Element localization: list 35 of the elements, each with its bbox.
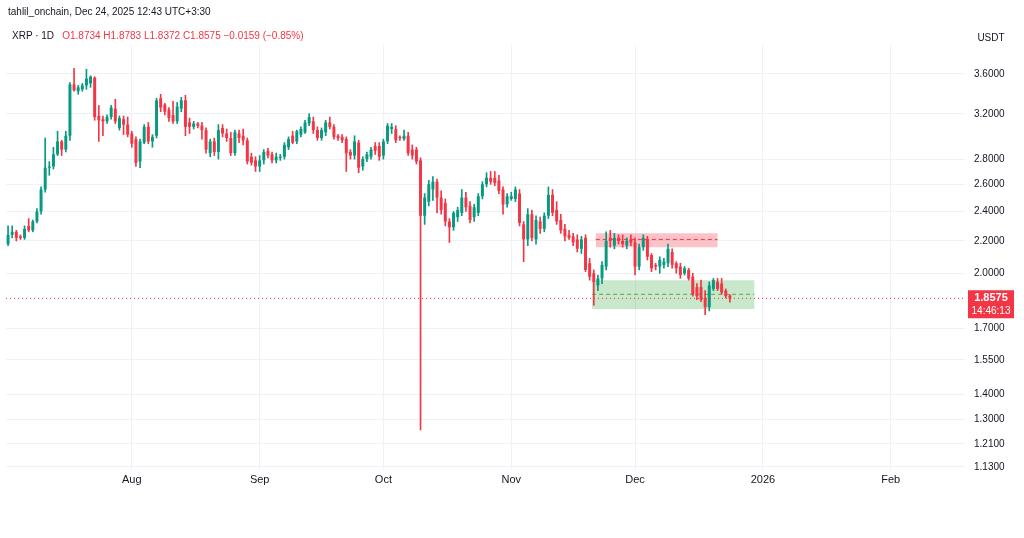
candlestick (518, 189, 522, 227)
x-tick-label: Dec (625, 472, 646, 485)
x-tick-label: 2026 (750, 472, 776, 485)
y-tick-label: 1.4000 (974, 388, 1006, 400)
y-axis-title: USDT (977, 31, 1005, 43)
text: tahlil_onchain, Dec 24, 2025 12:43 UTC+3:30 (8, 5, 212, 17)
y-tick-label: 1.1300 (974, 460, 1006, 472)
y-tick-label: 2.4000 (974, 205, 1006, 217)
x-tick-label: Nov (501, 472, 522, 485)
x-tick-label: Feb (881, 472, 901, 485)
y-tick-label: 1.7000 (974, 322, 1006, 334)
y-tick-label: 1.5500 (974, 353, 1006, 365)
candlestick (716, 278, 719, 292)
x-tick-label: Aug (122, 472, 142, 485)
candlestick (662, 258, 666, 269)
y-tick-label: 1.2100 (974, 437, 1006, 449)
y-tick-label: 2.0000 (974, 267, 1006, 279)
candlestick (485, 172, 489, 188)
y-tick-label: 3.6000 (974, 67, 1006, 79)
chart-title: XRP · 1D (12, 29, 55, 41)
x-tick-label: Oct (374, 472, 392, 485)
candlestick (72, 67, 76, 92)
ref-line-label: 1.8575 14:46:13 (971, 291, 1011, 317)
candlestick (452, 211, 456, 231)
y-tick-label: 2.6000 (974, 178, 1006, 190)
y-tick-label: 2.2000 (974, 234, 1006, 246)
y-tick-label: 3.2000 (974, 107, 1006, 119)
candlestick (551, 189, 555, 217)
candlestick (683, 266, 686, 276)
candlestick (386, 123, 390, 145)
x-tick-label: Sep (249, 472, 270, 485)
candlestick (200, 122, 204, 140)
chart-subtitle: O1.8734 H1.8783 L1.8372 C1.8575 −0.0159 (−0.85%) (62, 29, 304, 41)
y-tick-label: 2.8000 (974, 152, 1006, 164)
y-tick-label: 1.3000 (974, 413, 1006, 425)
